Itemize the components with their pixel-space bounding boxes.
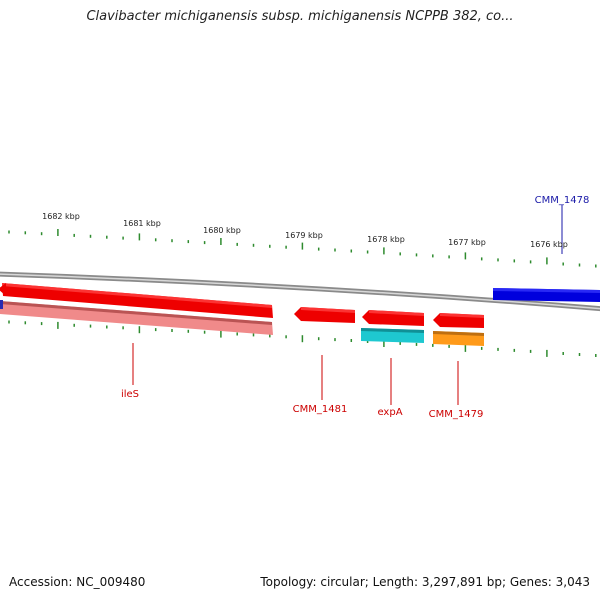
gene-expA[interactable] <box>362 310 424 326</box>
tick-label-1681: 1681 kbp <box>123 219 161 228</box>
tick-label-1678: 1678 kbp <box>367 235 405 244</box>
feature-ileS[interactable] <box>0 300 273 335</box>
gene-label-expA[interactable]: expA <box>377 407 402 418</box>
gene-CMM_1479[interactable] <box>433 313 484 328</box>
tick-label-1677: 1677 kbp <box>448 238 486 247</box>
tick-label-1680: 1680 kbp <box>203 226 241 235</box>
accession-text: Accession: NC_009480 <box>9 575 146 589</box>
tick-label-1676: 1676 kbp <box>530 240 568 249</box>
feature-expA[interactable] <box>361 328 424 343</box>
backbone-arc-highlight <box>0 273 600 310</box>
outer-tick-ruler <box>8 229 597 268</box>
topology-summary: Topology: circular; Length: 3,297,891 bp… <box>260 575 590 589</box>
gene-label-CMM_1481[interactable]: CMM_1481 <box>293 404 348 415</box>
tick-label-1679: 1679 kbp <box>285 231 323 240</box>
map-title: Clavibacter michiganensis subsp. michiga… <box>86 9 514 24</box>
inner-tick-ruler <box>8 320 597 357</box>
gene-CMM_1481[interactable] <box>294 307 355 323</box>
gene-label-CMM_1479[interactable]: CMM_1479 <box>429 409 484 420</box>
feature-CMM_1479[interactable] <box>433 331 484 346</box>
gene-label-ileS[interactable]: ileS <box>121 389 139 400</box>
gene-ileS[interactable] <box>0 283 273 318</box>
gene-CMM_1478[interactable] <box>493 288 600 302</box>
tick-label-1682: 1682 kbp <box>42 212 80 221</box>
gene-label-CMM_1478[interactable]: CMM_1478 <box>535 195 590 206</box>
